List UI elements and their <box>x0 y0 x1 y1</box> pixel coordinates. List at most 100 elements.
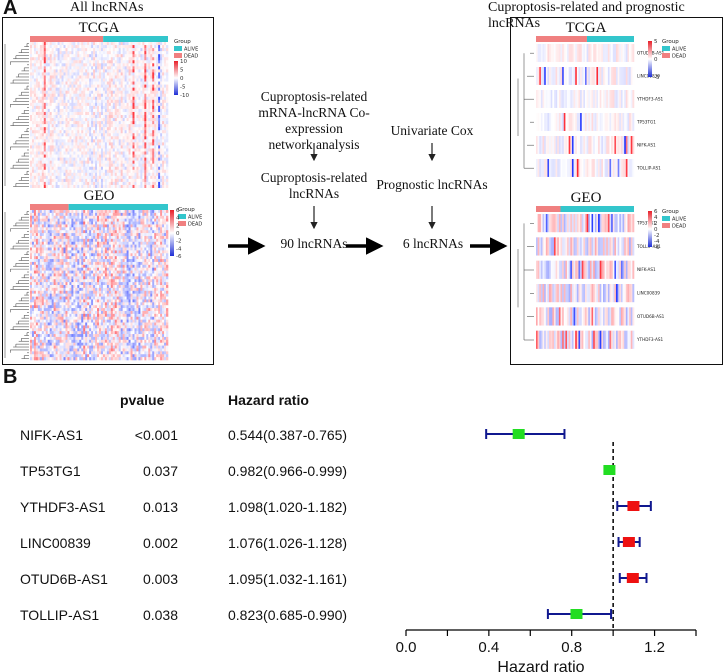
heatmap-cells <box>30 210 169 361</box>
flow-step-prognostic-lncrnas: Prognostic lncRNAs <box>376 177 488 192</box>
x-tick-label: 0.8 <box>561 639 582 656</box>
scale-tick-label: 0 <box>180 76 184 82</box>
flow-arrows <box>228 143 508 255</box>
scale-tick-label: -4 <box>654 239 660 245</box>
scale-tick-label: 6 <box>654 209 658 215</box>
x-tick-label: 0.4 <box>478 639 499 656</box>
legend-heading: Group <box>178 207 195 213</box>
legend-dead-swatch <box>174 53 182 58</box>
legend-alive-swatch <box>662 216 670 221</box>
pvalue-cell: <0.001 <box>134 427 178 443</box>
legend-heading: Group <box>662 209 679 215</box>
hazard-ratio-cell: 1.095(1.032-1.161) <box>228 571 348 587</box>
right-tcga-label: TCGA <box>565 20 607 36</box>
hr-point <box>626 573 639 583</box>
scale-tick-label: 0 <box>176 231 180 237</box>
hazard-ratio-cell: 0.823(0.685-0.990) <box>228 607 348 623</box>
color-scale-bar <box>648 41 652 77</box>
row-dendrogram <box>4 211 29 359</box>
gene-row-label: YTHDF3-AS1 <box>636 96 664 101</box>
legend-alive-label: ALIVE <box>672 47 686 53</box>
legend-alive-swatch <box>662 46 670 51</box>
left-tcga-label: TCGA <box>78 20 120 36</box>
gene-name: TOLLIP-AS1 <box>20 607 100 623</box>
legend-dead-label: DEAD <box>672 54 686 60</box>
color-scale-bar <box>648 211 652 247</box>
flow-step-cuproptosis-lncrnas: Cuproptosis-related lncRNAs <box>260 170 368 201</box>
scale-tick-label: 0 <box>654 57 658 63</box>
flow-step-90-lncrnas: 90 lncRNAs <box>280 236 348 251</box>
hazard-ratio-cell: 0.982(0.966-0.999) <box>228 463 348 479</box>
gene-row-label: TP53TG1 <box>636 119 656 124</box>
right-geo-heatmap: TP53TG1TOLLIP-AS1NIFK-AS1LINC00839OTUD6B… <box>517 206 686 349</box>
hr-point <box>622 537 635 547</box>
scale-tick-label: -10 <box>180 93 189 99</box>
scale-tick-label: -5 <box>180 85 186 91</box>
group-bar-alive <box>586 36 634 42</box>
panel-b-letter: B <box>3 366 18 388</box>
flow-step-coexpression: Cuproptosis-related mRNA-lncRNA Co- expr… <box>258 89 370 152</box>
row-dendrogram <box>517 223 534 341</box>
heatmap-cells <box>536 214 635 349</box>
pvalue-cell: 0.002 <box>142 535 178 551</box>
hazard-ratio-cell: 0.544(0.387-0.765) <box>228 427 348 443</box>
scale-tick-label: -2 <box>176 239 181 245</box>
legend-dead-label: DEAD <box>184 54 198 60</box>
gene-row-label: TP53TG1 <box>636 221 656 226</box>
legend-alive-label: ALIVE <box>188 215 202 221</box>
legend-dead-label: DEAD <box>188 222 202 228</box>
gene-row-label: NIFK-AS1 <box>637 142 656 147</box>
scale-tick-label: 5 <box>654 39 658 45</box>
hazard-ratio-cell: 1.098(1.020-1.182) <box>228 499 348 515</box>
flow-step-univariate-cox: Univariate Cox <box>390 123 474 138</box>
group-bar-alive <box>560 206 634 212</box>
legend-alive-label: ALIVE <box>184 47 198 53</box>
legend-dead-swatch <box>178 221 186 226</box>
scale-tick-label: -2 <box>654 233 659 239</box>
hazard-ratio-header: Hazard ratio <box>228 392 309 408</box>
scale-tick-label: -6 <box>176 254 182 260</box>
panel-a-letter: A <box>3 0 18 19</box>
all-lncrnas-title: All lncRNAs <box>70 0 144 15</box>
scale-tick-label: 2 <box>176 223 180 229</box>
x-tick-label: 0.0 <box>396 639 417 656</box>
row-dendrogram <box>517 52 534 169</box>
pvalue-cell: 0.003 <box>142 571 178 587</box>
pvalue-header: pvalue <box>120 392 165 408</box>
gene-name: YTHDF3-AS1 <box>20 499 106 515</box>
pvalue-cell: 0.038 <box>142 607 178 623</box>
scale-tick-label: -4 <box>176 246 182 252</box>
scale-tick-label: 5 <box>180 68 184 74</box>
scale-tick-label: 4 <box>654 215 658 221</box>
gene-row-label: LINC00839 <box>637 291 660 296</box>
right-tcga-heatmap: OTUD6B-AS1LINC00839YTHDF3-AS1TP53TG1NIFK… <box>517 36 686 177</box>
row-dendrogram <box>4 43 29 187</box>
all-lncrnas-box <box>2 17 214 365</box>
color-scale-bar <box>174 61 178 95</box>
x-tick-label: 1.2 <box>644 639 665 656</box>
legend-dead-swatch <box>662 53 670 58</box>
gene-name: LINC00839 <box>20 535 91 551</box>
hr-point <box>570 609 583 619</box>
legend-dead-label: DEAD <box>672 224 686 230</box>
cuproptosis-prognostic-title: Cuproptosis-related and prognostic lncRN… <box>488 0 685 31</box>
pvalue-cell: 0.037 <box>142 463 178 479</box>
group-bar-dead <box>30 204 69 210</box>
group-bar-alive <box>68 204 168 210</box>
legend-alive-swatch <box>178 214 186 219</box>
pvalue-cell: 0.013 <box>142 499 178 515</box>
scale-tick-label: 2 <box>654 221 658 227</box>
scale-tick-label: -5 <box>654 75 660 81</box>
forest-plot: 0.0 0.4 0.8 1.2 Hazard ratio <box>396 429 697 672</box>
gene-row-label: TOLLIP-AS1 <box>636 165 661 170</box>
scale-tick-label: 4 <box>176 216 180 222</box>
legend-dead-swatch <box>662 223 670 228</box>
hr-point <box>512 429 525 439</box>
legend-alive-swatch <box>174 46 182 51</box>
gene-name: OTUD6B-AS1 <box>20 571 108 587</box>
gene-row-label: OTUD6B-AS1 <box>637 314 665 319</box>
flow-step-6-lncrnas: 6 lncRNAs <box>402 236 464 251</box>
group-bar-dead <box>536 36 587 42</box>
